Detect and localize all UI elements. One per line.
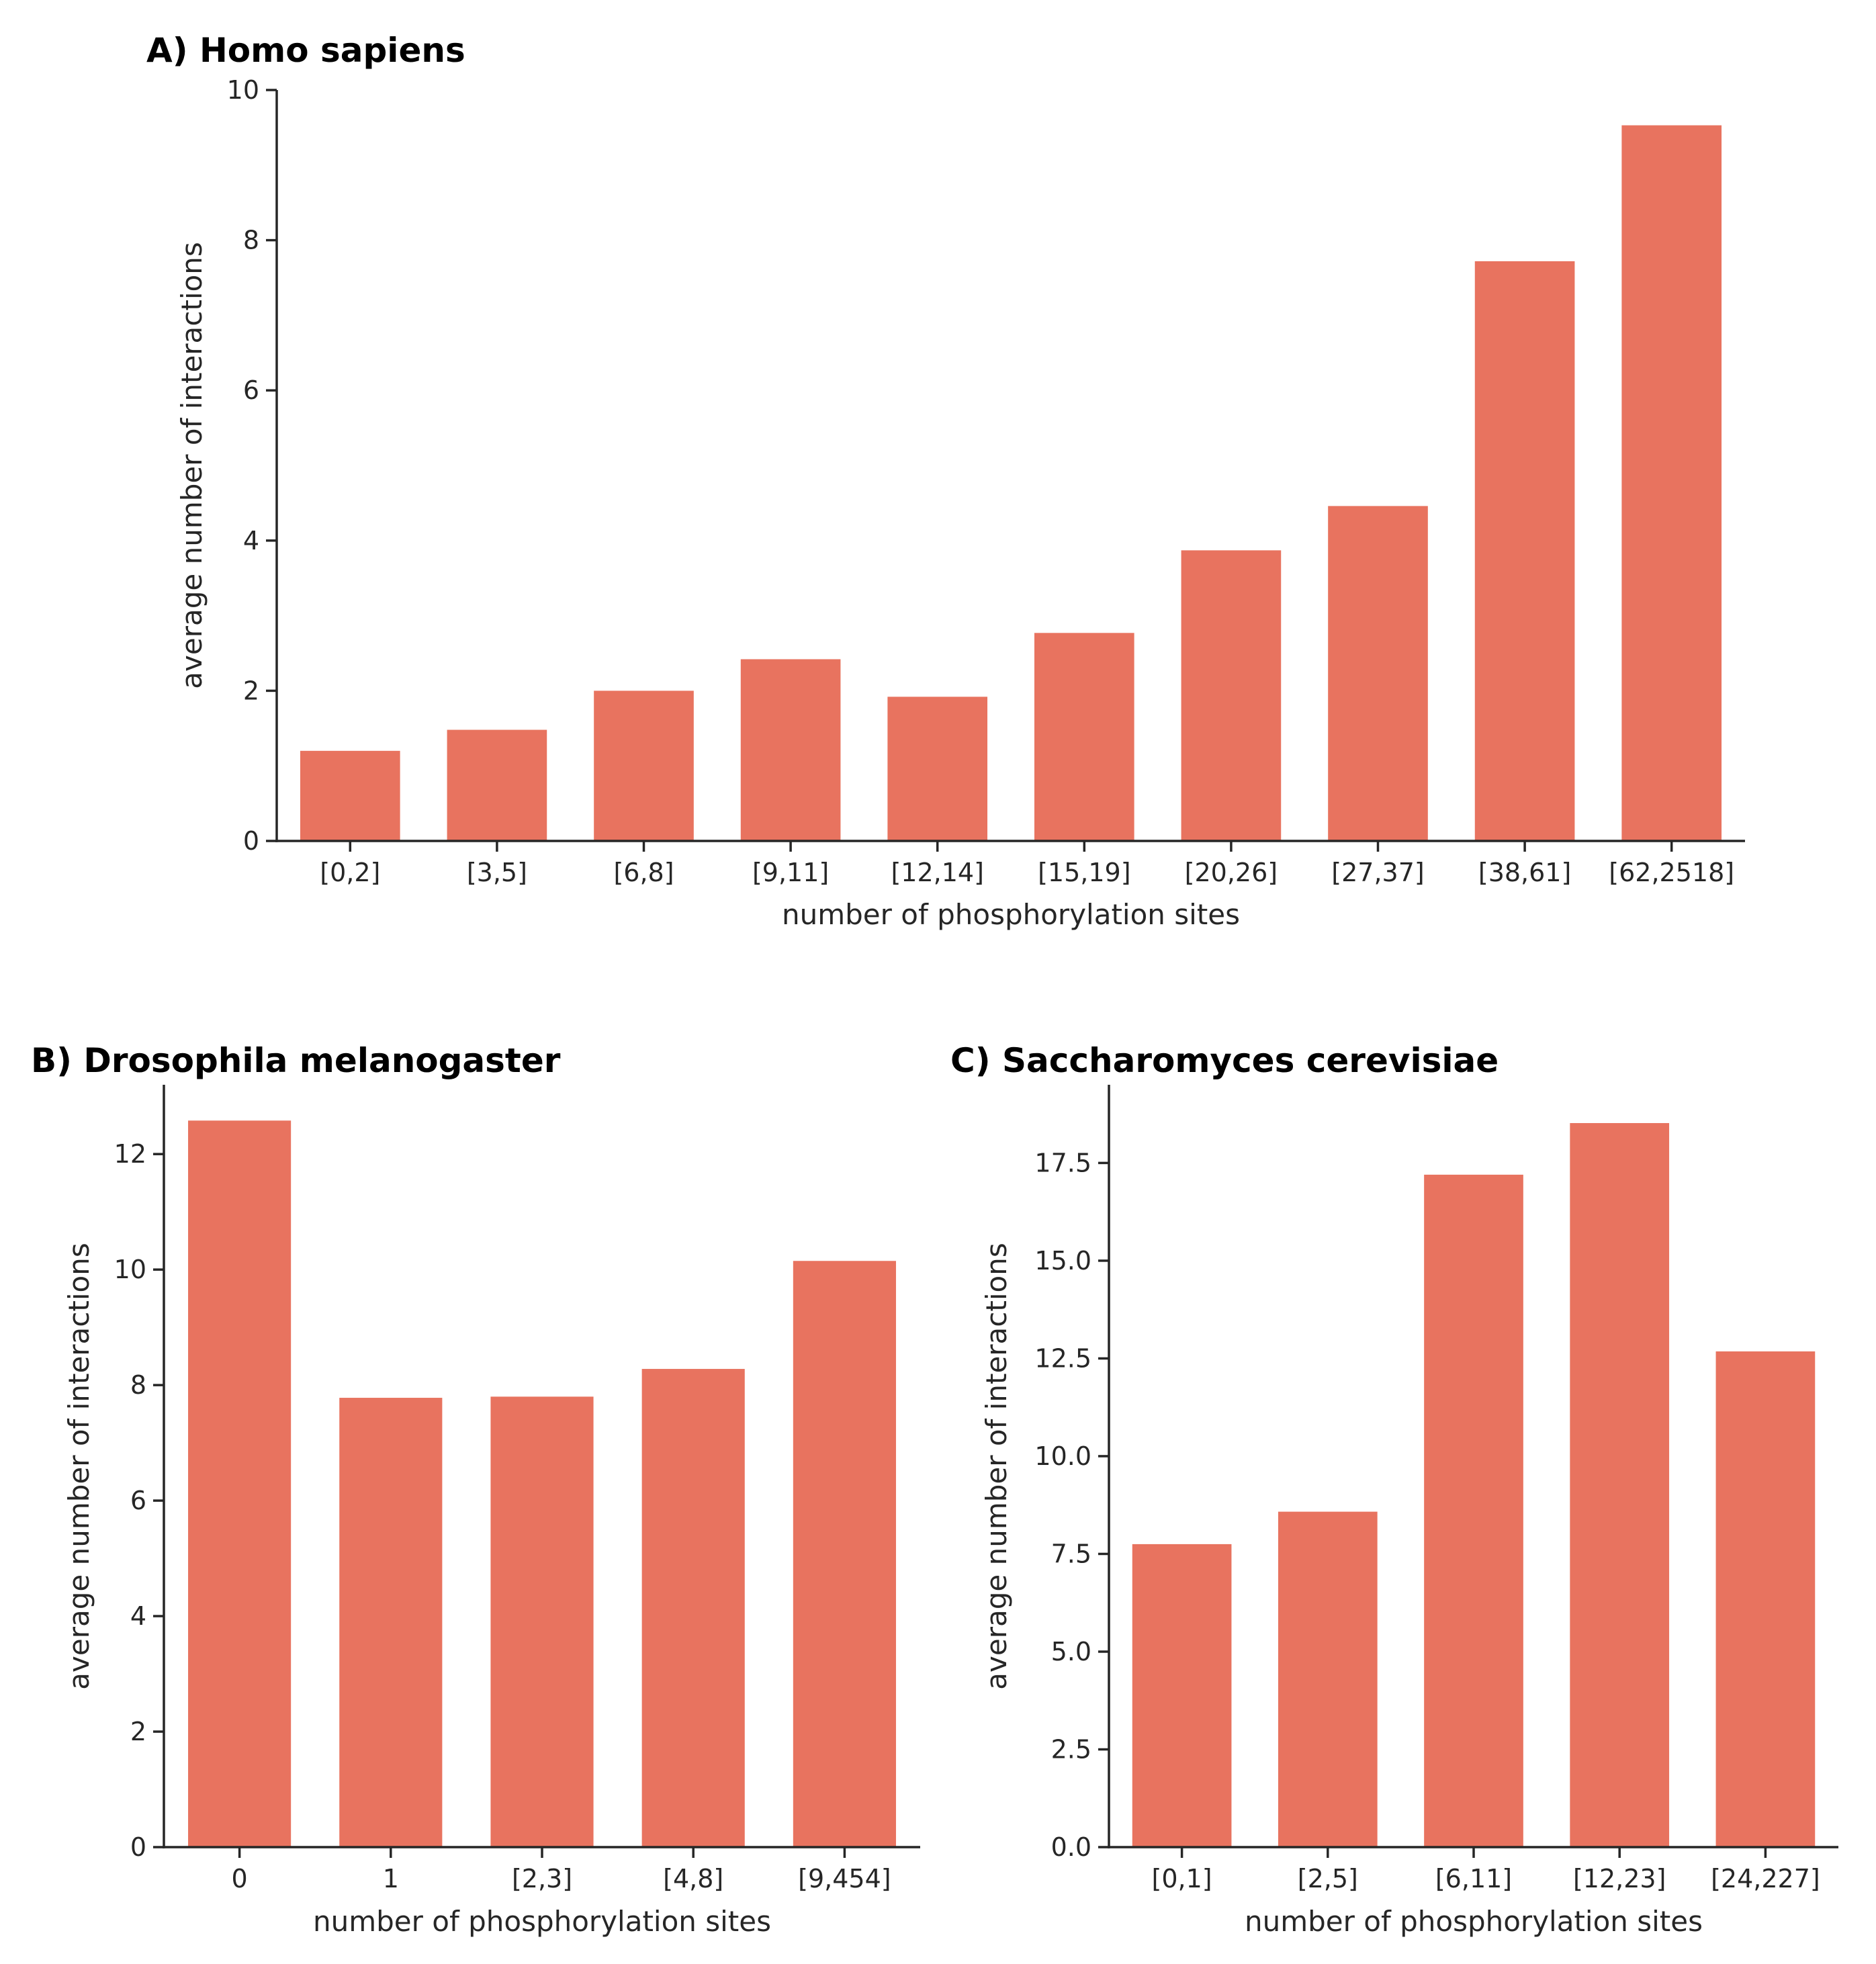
chart-a-x-tick-label: [9,11]: [752, 858, 829, 887]
chart-c-y-tick-label: 7.5: [1051, 1539, 1091, 1568]
chart-b-bar-1: [188, 1120, 292, 1847]
chart-b-y-axis-label: average number of interactions: [62, 1243, 95, 1689]
chart-a-x-axis-label: number of phosphorylation sites: [782, 898, 1240, 931]
chart-a: A) Homo sapiens average number of intera…: [146, 31, 1745, 931]
chart-b-x-tick-label: [2,3]: [512, 1864, 572, 1893]
chart-a-bar-6: [1034, 633, 1134, 841]
chart-b-x-tick-label: 0: [232, 1864, 248, 1893]
chart-c-x-tick-label: [6,11]: [1435, 1864, 1512, 1893]
chart-c-bar-1: [1132, 1544, 1232, 1847]
chart-b-y-tick-label: 6: [130, 1486, 146, 1515]
chart-b-y-tick-label: 0: [130, 1832, 146, 1862]
chart-c-y-tick-label: 17.5: [1034, 1148, 1091, 1177]
chart-a-y-tick-label: 8: [243, 226, 259, 255]
chart-c-x-tick-label: [24,227]: [1711, 1864, 1820, 1893]
chart-b-bar-2: [339, 1398, 443, 1847]
chart-c: C) Saccharomyces cerevisiae average numb…: [950, 1041, 1838, 1938]
chart-b-bar-5: [793, 1261, 896, 1847]
chart-a-bar-3: [594, 690, 694, 841]
chart-a-x-tick-label: [3,5]: [467, 858, 527, 887]
chart-a-title: A) Homo sapiens: [146, 31, 465, 70]
chart-a-bar-7: [1181, 550, 1282, 841]
chart-c-bar-3: [1424, 1174, 1523, 1847]
chart-b-bar-4: [641, 1369, 745, 1847]
chart-a-bar-10: [1621, 125, 1722, 841]
chart-a-x-tick-label: [62,2518]: [1609, 858, 1734, 887]
chart-a-bar-9: [1474, 261, 1575, 841]
chart-c-x-tick-label: [0,1]: [1152, 1864, 1212, 1893]
chart-b-y-tick-label: 2: [130, 1717, 146, 1746]
chart-a-bar-8: [1328, 506, 1428, 841]
chart-a-x-tick-label: [38,61]: [1478, 858, 1571, 887]
chart-b-bar-3: [490, 1396, 594, 1847]
chart-c-y-tick-label: 12.5: [1034, 1343, 1091, 1373]
chart-c-y-axis-label: average number of interactions: [980, 1243, 1013, 1689]
chart-b-x-tick-label: [9,454]: [798, 1864, 891, 1893]
chart-a-y-tick-label: 2: [243, 676, 259, 705]
chart-b-x-axis-label: number of phosphorylation sites: [313, 1905, 771, 1938]
chart-b-x-tick-label: 1: [383, 1864, 399, 1893]
chart-a-y-axis-label: average number of interactions: [175, 242, 208, 688]
chart-b: B) Drosophila melanogaster average numbe…: [31, 1041, 920, 1938]
chart-b-title: B) Drosophila melanogaster: [31, 1041, 561, 1080]
chart-c-y-tick-label: 10.0: [1034, 1441, 1091, 1471]
chart-c-x-tick-label: [12,23]: [1573, 1864, 1666, 1893]
chart-c-x-axis-label: number of phosphorylation sites: [1245, 1905, 1703, 1938]
chart-c-bar-5: [1715, 1351, 1816, 1847]
chart-c-y-tick-label: 15.0: [1034, 1246, 1091, 1276]
chart-a-x-tick-label: [20,26]: [1185, 858, 1278, 887]
chart-c-y-tick-label: 2.5: [1051, 1734, 1091, 1764]
chart-a-y-tick-label: 4: [243, 526, 259, 555]
chart-b-y-tick-label: 4: [130, 1601, 146, 1631]
chart-b-y-tick-label: 10: [114, 1255, 146, 1284]
chart-a-bar-4: [740, 659, 841, 841]
chart-a-bar-1: [300, 750, 400, 841]
chart-a-x-tick-label: [12,14]: [891, 858, 983, 887]
chart-a-x-tick-label: [27,37]: [1331, 858, 1424, 887]
chart-a-x-tick-label: [6,8]: [613, 858, 674, 887]
chart-b-y-tick-label: 12: [114, 1139, 146, 1169]
chart-a-x-tick-label: [15,19]: [1038, 858, 1130, 887]
chart-c-bar-2: [1278, 1511, 1378, 1847]
chart-a-x-tick-label: [0,2]: [320, 858, 380, 887]
chart-c-title: C) Saccharomyces cerevisiae: [950, 1041, 1499, 1080]
chart-c-y-tick-label: 5.0: [1051, 1637, 1091, 1666]
chart-a-bar-2: [447, 729, 547, 841]
chart-a-y-tick-label: 10: [227, 75, 259, 105]
chart-b-x-tick-label: [4,8]: [663, 1864, 723, 1893]
chart-a-y-tick-label: 0: [243, 826, 259, 856]
chart-c-bar-4: [1570, 1123, 1670, 1847]
chart-c-y-tick-label: 0.0: [1051, 1832, 1091, 1862]
chart-c-x-tick-label: [2,5]: [1298, 1864, 1358, 1893]
chart-a-bar-5: [887, 697, 988, 841]
chart-b-y-tick-label: 8: [130, 1370, 146, 1400]
chart-a-y-tick-label: 6: [243, 375, 259, 405]
